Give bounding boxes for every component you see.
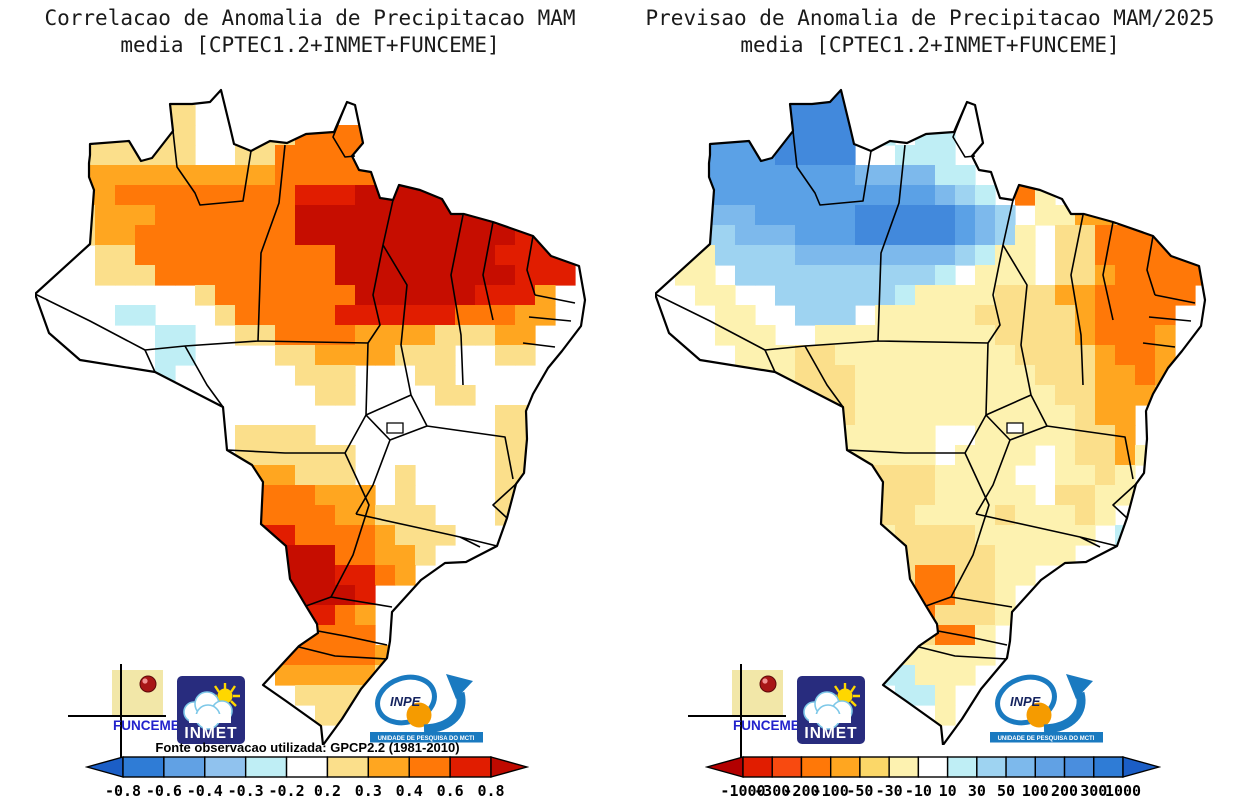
panel-title-forecast: Previsao de Anomalia de Precipitacao MAM… xyxy=(620,5,1240,59)
inmet-logo: INMET xyxy=(797,676,867,750)
cloud-icon xyxy=(183,691,233,730)
inpe-logo: INPE UNIDADE DE PESQUISA DO MCTI xyxy=(368,668,488,748)
colorbar-tick-label: 200 xyxy=(1051,782,1078,800)
country-outline xyxy=(35,88,587,745)
title-line1: Previsao de Anomalia de Precipitacao MAM… xyxy=(645,6,1215,30)
df-square xyxy=(386,422,404,434)
inpe-banner xyxy=(370,732,483,743)
inpe-label: INPE xyxy=(390,694,421,709)
colorbar-tick-label: 300 xyxy=(1080,782,1107,800)
inpe-arrow-head-icon xyxy=(446,674,473,699)
colorbar-correlation: -0.8 -0.6 -0.4 -0.3 -0.2 0.2 0.3 0.4 0.6 0.8 xyxy=(85,756,529,800)
state-borders xyxy=(35,101,576,660)
inmet-logo-graphic: INMET xyxy=(177,676,245,744)
state-borders xyxy=(655,101,1196,660)
colorbar-left-arrow xyxy=(705,756,744,778)
colorbar-forecast: -1000-300-200-100-50 -30 -10 10 30 50 100 200 30… xyxy=(705,756,1161,800)
inpe-logo-graphic: INPE UNIDADE DE PESQUISA DO MCTI xyxy=(370,674,483,743)
colorbar-tick-label: 10 xyxy=(939,782,957,800)
heatmap-cells xyxy=(675,90,1205,726)
colorbar-tick-label: -0.4 xyxy=(187,782,223,800)
funceme-logo: FUNCEME xyxy=(66,664,191,776)
inpe-arrow-head-icon xyxy=(1066,674,1093,699)
colorbar-tick-label: 100 xyxy=(1022,782,1049,800)
brazil-map-forecast xyxy=(655,88,1207,745)
colorbar-tick-label: -50 xyxy=(846,782,873,800)
funceme-logo-graphic: FUNCEME xyxy=(688,664,800,770)
colorbar-tick-label: -200 xyxy=(783,782,819,800)
funceme-square xyxy=(112,670,163,716)
df-square xyxy=(1006,422,1024,434)
colorbar-tick-label: 0.3 xyxy=(355,782,382,800)
colorbar-tick-label: -0.3 xyxy=(228,782,264,800)
title-line1: Correlacao de Anomalia de Precipitacao M… xyxy=(44,6,576,30)
title-line2: media [CPTEC1.2+INMET+FUNCEME] xyxy=(740,33,1120,57)
inpe-arrow-curve xyxy=(423,691,466,734)
title-line2: media [CPTEC1.2+INMET+FUNCEME] xyxy=(120,33,500,57)
sphere-highlight xyxy=(762,678,768,684)
colorbar-tick-label: 30 xyxy=(968,782,986,800)
colorbar-tick-label: 0.4 xyxy=(396,782,423,800)
inmet-logo-graphic: INMET xyxy=(797,676,865,744)
colorbar-left-arrow xyxy=(85,756,124,778)
inpe-orange-globe-icon xyxy=(406,702,432,728)
colorbar-tick-label: 0.8 xyxy=(477,782,504,800)
inmet-label: INMET xyxy=(184,725,237,742)
heatmap-cells xyxy=(55,105,576,726)
inpe-label: INPE xyxy=(1010,694,1041,709)
colorbar-tick-label: -100 xyxy=(813,782,849,800)
sphere-highlight xyxy=(142,678,148,684)
funceme-logo: FUNCEME xyxy=(686,664,811,776)
colorbar-tick-label: -0.8 xyxy=(105,782,141,800)
colorbar-tick-label: 0.6 xyxy=(437,782,464,800)
funceme-label: FUNCEME xyxy=(733,718,800,733)
inpe-arrow-curve xyxy=(1043,691,1086,734)
inpe-orange-globe-icon xyxy=(1026,702,1052,728)
inpe-banner-label: UNIDADE DE PESQUISA DO MCTI xyxy=(378,736,475,742)
panel-title-correlation: Correlacao de Anomalia de Precipitacao M… xyxy=(0,5,620,59)
source-note: Fonte observacao utilizada: GPCP2.2 (198… xyxy=(155,740,460,755)
funceme-label: FUNCEME xyxy=(113,718,180,733)
inpe-logo-graphic: INPE UNIDADE DE PESQUISA DO MCTI xyxy=(990,674,1103,743)
colorbar-tick-label: 0.2 xyxy=(314,782,341,800)
colorbar-tick-label: 1000 xyxy=(1105,782,1141,800)
inpe-banner-label: UNIDADE DE PESQUISA DO MCTI xyxy=(998,736,1095,742)
red-sphere-icon xyxy=(139,675,157,693)
colorbar-tick-label: -1000 xyxy=(720,782,765,800)
inmet-label: INMET xyxy=(804,725,857,742)
colorbar-tick-label: -0.2 xyxy=(268,782,304,800)
inpe-banner xyxy=(990,732,1103,743)
inpe-logo: INPE UNIDADE DE PESQUISA DO MCTI xyxy=(988,668,1108,748)
cloud-icon xyxy=(803,691,853,730)
colorbar-tick-label: 50 xyxy=(997,782,1015,800)
brazil-map-correlation xyxy=(35,88,587,745)
colorbar-right-arrow xyxy=(490,756,529,778)
colorbar-tick-label: -300 xyxy=(754,782,790,800)
colorbar-tick-label: -0.6 xyxy=(146,782,182,800)
red-sphere-icon xyxy=(759,675,777,693)
funceme-square xyxy=(732,670,783,716)
colorbar-right-arrow xyxy=(1122,756,1161,778)
country-outline xyxy=(655,88,1207,745)
panel-correlation: Correlacao de Anomalia de Precipitacao M… xyxy=(0,5,620,800)
colorbar-tick-label: -10 xyxy=(905,782,932,800)
panel-forecast: Previsao de Anomalia de Precipitacao MAM… xyxy=(620,0,1240,802)
funceme-logo-graphic: FUNCEME xyxy=(68,664,180,770)
colorbar-tick-label: -30 xyxy=(876,782,903,800)
inmet-logo: INMET xyxy=(177,676,247,750)
